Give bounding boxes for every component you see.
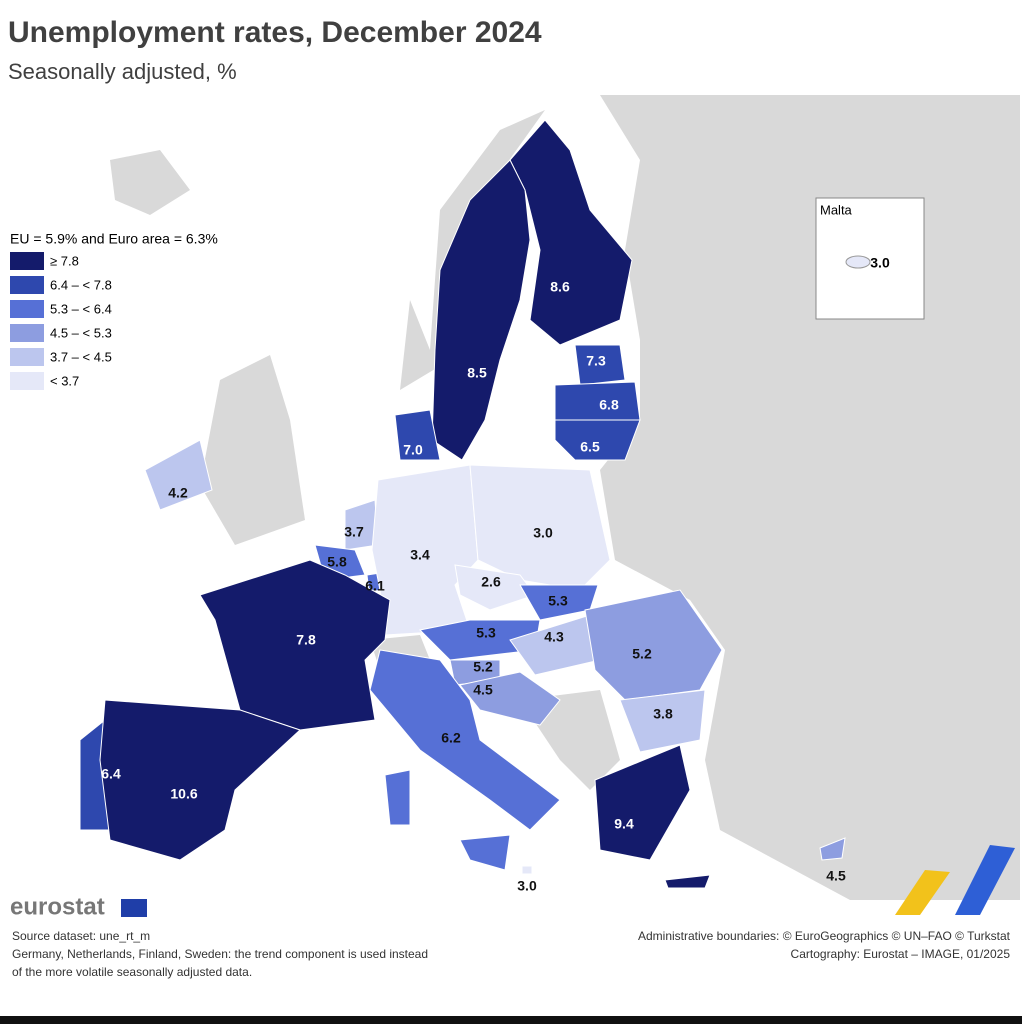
region-shape xyxy=(384,769,411,826)
region-label: 6.8 xyxy=(599,397,619,413)
region-label: 5.3 xyxy=(548,593,568,609)
source-note: Source dataset: une_rt_m xyxy=(12,929,150,943)
non-eu-land xyxy=(400,110,545,390)
legend-swatch xyxy=(10,348,44,366)
region-shape xyxy=(554,419,641,461)
legend-swatch xyxy=(10,252,44,270)
region-shape xyxy=(594,744,691,861)
region-label: 4.5 xyxy=(826,868,846,884)
region-label: 6.4 xyxy=(101,766,121,782)
legend: EU = 5.9% and Euro area = 6.3% ≥ 7.8 6.4 … xyxy=(10,231,218,390)
region-shape xyxy=(664,874,711,889)
region-shape xyxy=(431,159,531,461)
region-label: 4.3 xyxy=(544,629,564,645)
legend-swatch xyxy=(10,372,44,390)
source-note: Germany, Netherlands, Finland, Sweden: t… xyxy=(12,947,428,961)
credit-note: Cartography: Eurostat – IMAGE, 01/2025 xyxy=(791,947,1011,961)
region-label: 7.0 xyxy=(403,442,423,458)
eu-flag xyxy=(121,899,147,917)
legend-swatch xyxy=(10,300,44,318)
subtitle: Seasonally adjusted, % xyxy=(8,59,237,84)
logo-mark xyxy=(895,870,950,915)
region-label: 5.2 xyxy=(473,659,493,675)
footer: Source dataset: une_rt_m Germany, Netherl… xyxy=(12,929,1011,979)
region-label: 3.0 xyxy=(533,525,553,541)
region-label: 3.7 xyxy=(344,524,364,540)
legend-label: ≥ 7.8 xyxy=(50,253,79,268)
legend-label: 5.3 – < 6.4 xyxy=(50,301,112,316)
region-shape xyxy=(144,439,213,511)
region-label: 2.6 xyxy=(481,574,501,590)
eu-regions xyxy=(79,119,846,889)
region-label: 5.2 xyxy=(632,646,652,662)
region-shape xyxy=(454,564,536,611)
region-label: 3.8 xyxy=(653,706,673,722)
region-shape xyxy=(394,409,441,461)
region-shape xyxy=(459,671,561,726)
region-label: 3.0 xyxy=(517,878,537,894)
non-eu-land xyxy=(110,150,190,215)
legend-label: 6.4 – < 7.8 xyxy=(50,277,112,292)
region-label: 9.4 xyxy=(614,816,634,832)
region-shape xyxy=(584,589,723,701)
inset-island xyxy=(845,255,871,269)
bottom-bar xyxy=(0,1016,1022,1024)
region-label: 4.2 xyxy=(168,485,188,501)
logo: eurostat xyxy=(10,893,105,920)
region-labels: 8.6 8.5 7.3 6.8 6.5 7.0 4.2 3.7 5.8 6.1 3.4 3.0 2.6 5… xyxy=(101,279,846,894)
logo-mark xyxy=(955,845,1015,915)
region-shape xyxy=(574,344,626,386)
region-label: 7.3 xyxy=(586,353,606,369)
non-eu-land xyxy=(200,355,305,545)
region-label: 10.6 xyxy=(170,786,197,802)
inset-frame xyxy=(815,197,925,320)
region-label: 7.8 xyxy=(296,632,316,648)
title: Unemployment rates, December 2024 xyxy=(8,16,542,49)
region-shape xyxy=(199,559,391,731)
inset-title: Malta xyxy=(820,202,853,217)
region-label: 6.1 xyxy=(365,578,385,594)
region-label: 8.5 xyxy=(467,365,487,381)
source-note: of the more volatile seasonally adjusted… xyxy=(12,965,252,979)
legend-label: 3.7 – < 4.5 xyxy=(50,349,112,364)
credit-note: Administrative boundaries: © EuroGeograp… xyxy=(638,929,1011,943)
region-label: 5.3 xyxy=(476,625,496,641)
legend-swatch xyxy=(10,276,44,294)
region-shape xyxy=(554,381,641,421)
region-label: 5.8 xyxy=(327,554,347,570)
region-label: 3.4 xyxy=(410,547,430,563)
region-label: 6.5 xyxy=(580,439,600,455)
legend-label: 4.5 – < 5.3 xyxy=(50,325,112,340)
inset-label: 3.0 xyxy=(870,255,890,271)
region-shape xyxy=(459,834,511,871)
legend-label: < 3.7 xyxy=(50,373,79,388)
region-shape xyxy=(819,837,846,861)
legend-swatch xyxy=(10,324,44,342)
legend-title: EU = 5.9% and Euro area = 6.3% xyxy=(10,231,218,247)
region-shape xyxy=(619,689,706,753)
region-shape xyxy=(369,649,561,831)
region-label: 8.6 xyxy=(550,279,570,295)
region-label: 4.5 xyxy=(473,682,493,698)
region-shape xyxy=(99,699,301,861)
region-shape xyxy=(521,865,533,875)
region-label: 6.2 xyxy=(441,730,461,746)
